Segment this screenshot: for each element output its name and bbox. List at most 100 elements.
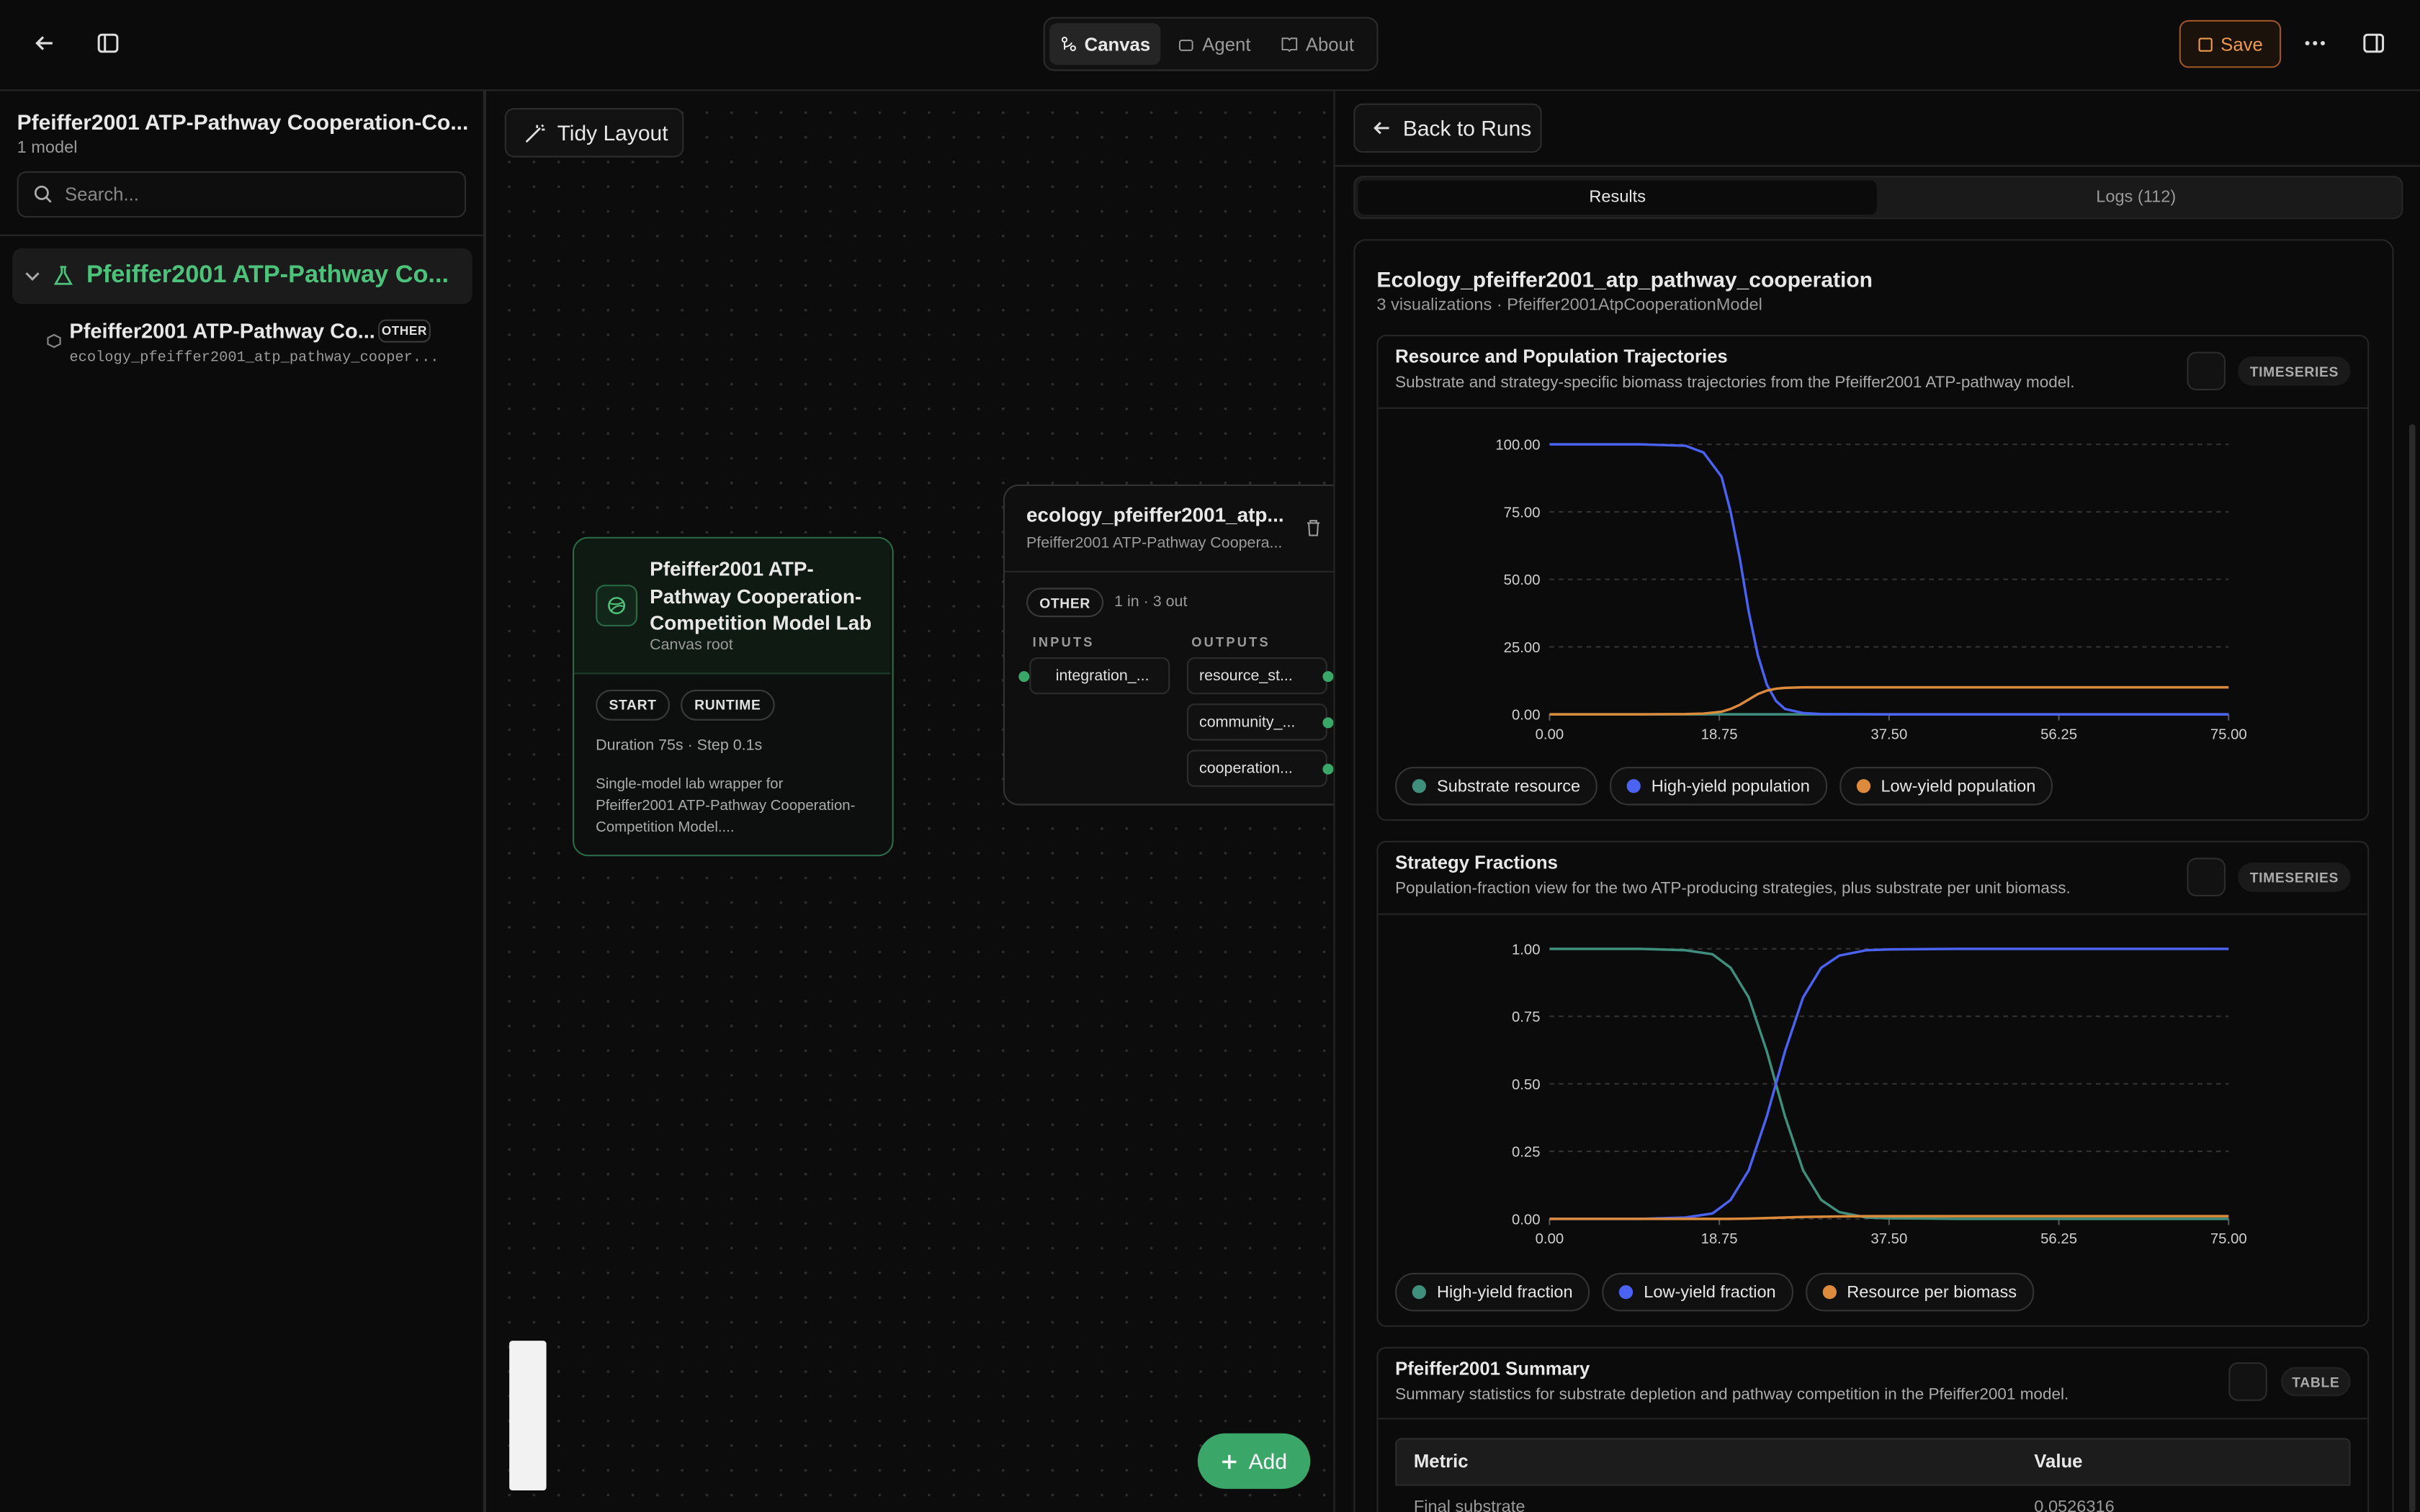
port-dot [1322,717,1334,729]
x-tick-label: 37.50 [1870,726,1907,742]
chart-title: Strategy Fractions [1395,851,1558,873]
output-port[interactable]: community_... [1186,703,1327,741]
model-icon [47,333,61,348]
y-tick-label: 0.00 [1512,708,1541,724]
sidebar-subtitle: 1 model [17,138,78,158]
legend-label: High-yield fraction [1436,1282,1573,1302]
tab-canvas[interactable]: Canvas [1049,23,1161,65]
series-line [1549,948,2229,1220]
add-button[interactable]: Add [1197,1433,1311,1489]
group-label: Pfeiffer2001 ATP-Pathway Co... [86,262,449,289]
legend: Substrate resource High-yield population L… [1395,767,2065,806]
back-label: Back to Runs [1402,115,1532,140]
model-node-divider [1005,570,1334,572]
legend-item: Low-yield population [1839,767,2053,806]
root-node-title: Pfeiffer2001 ATP-Pathway Cooperation-Com… [650,557,872,634]
root-node-tag: START [596,689,670,721]
legend-item: Resource per biomass [1805,1272,2034,1312]
tidy-layout-button[interactable]: Tidy Layout [504,108,684,158]
legend: High-yield fraction Low-yield fraction Res… [1395,1272,2046,1312]
delete-icon[interactable] [1304,518,1323,537]
column-header: Value [2034,1450,2083,1472]
input-port[interactable]: integration_... [1029,657,1170,695]
expand-button[interactable] [2187,858,2226,896]
y-tick-label: 75.00 [1504,505,1541,521]
table-badge: TABLE [2281,1367,2351,1397]
back-icon[interactable] [32,31,57,55]
divider [1378,1418,2368,1420]
sidebar-toggle[interactable] [96,31,120,55]
search-box[interactable]: Search... [17,171,467,218]
series-line [1549,948,2229,1220]
model-node-subtitle: Pfeiffer2001 ATP-Pathway Coopera... [1026,535,1283,553]
root-node-subtitle: Canvas root [650,637,733,654]
table-cell: Final substrate [1413,1498,1525,1512]
legend-swatch [1412,779,1426,793]
root-node-description: Single-model lab wrapper for Pfeiffer200… [596,775,856,837]
y-tick-label: 25.00 [1504,640,1541,656]
tab-results[interactable]: Results [1358,180,1877,215]
model-node-title: ecology_pfeiffer2001_atp... [1026,503,1284,526]
table-header [1395,1438,2351,1486]
back-to-runs[interactable]: Back to Runs [1353,103,1542,153]
search-placeholder: Search... [65,183,139,205]
chart-title: Resource and Population Trajectories [1395,346,1728,367]
tab-logs[interactable]: Logs (112) [2096,188,2177,207]
expand-button[interactable] [2187,351,2226,391]
chart-badge: TIMESERIES [2238,356,2351,386]
legend-item: High-yield fraction [1395,1272,1590,1312]
series-line [1549,1215,2229,1220]
y-tick-label: 1.00 [1512,942,1541,958]
x-tick-label: 56.25 [2040,1231,2077,1247]
chart-divider [1378,407,2368,409]
inputs-label: INPUTS [1032,634,1095,650]
model-item-title[interactable]: Pfeiffer2001 ATP-Pathway Co... [69,319,375,343]
legend-label: Resource per biomass [1847,1282,2017,1302]
x-tick-label: 0.00 [1536,1231,1564,1247]
table-panel [1376,1346,2370,1512]
series-line [1549,443,2229,716]
model-item-id: ecology_pfeiffer2001_atp_pathway_cooper.… [69,348,439,366]
root-node-icon [596,585,637,626]
outputs-label: OUTPUTS [1191,634,1270,650]
tidy-label: Tidy Layout [557,120,668,145]
chart-panel [1376,840,2370,1327]
model-node-badge: OTHER [1026,588,1104,618]
y-tick-label: 0.50 [1512,1077,1541,1093]
sidebar-title: Pfeiffer2001 ATP-Pathway Cooperation-Co.… [17,109,469,135]
table-title: Pfeiffer2001 Summary [1395,1357,1590,1380]
more-icon[interactable] [2303,31,2327,55]
y-tick-label: 100.00 [1495,438,1540,454]
output-port[interactable]: resource_st... [1186,657,1327,695]
x-tick-label: 75.00 [2210,1231,2247,1247]
sidebar [0,91,486,1512]
root-node-tag: RUNTIME [681,689,775,721]
tab-agent[interactable]: Agent [1178,23,1270,65]
tab-about[interactable]: About [1281,23,1374,65]
chart-badge: TIMESERIES [2238,862,2351,892]
y-tick-label: 50.00 [1504,572,1541,588]
x-tick-label: 75.00 [2210,726,2247,742]
model-group[interactable]: Pfeiffer2001 ATP-Pathway Co... [12,248,472,305]
scrollbar [2409,424,2416,1512]
port-dot [1322,671,1334,683]
add-label: Add [1248,1449,1288,1474]
results-title: Ecology_pfeiffer2001_atp_pathway_coopera… [1376,266,1873,292]
save-button[interactable]: Save [2179,19,2282,68]
tab-label: About [1305,33,1355,55]
panel-toggle[interactable] [2362,31,2386,55]
root-node-meta: Duration 75s · Step 0.1s [596,737,763,755]
x-tick-label: 37.50 [1870,1231,1907,1247]
x-tick-label: 18.75 [1701,1231,1738,1247]
zoom-controls[interactable] [509,1341,547,1490]
series-line [1549,685,2229,716]
chart-subtitle: Substrate and strategy-specific biomass … [1395,373,2075,392]
legend-swatch [1856,779,1870,793]
expand-button[interactable] [2228,1362,2267,1401]
output-port[interactable]: cooperation... [1186,750,1327,787]
legend-label: Low-yield fraction [1644,1282,1776,1302]
chart-panel [1376,335,2370,821]
results-subtitle: 3 visualizations · Pfeiffer2001AtpCooper… [1376,296,1762,315]
